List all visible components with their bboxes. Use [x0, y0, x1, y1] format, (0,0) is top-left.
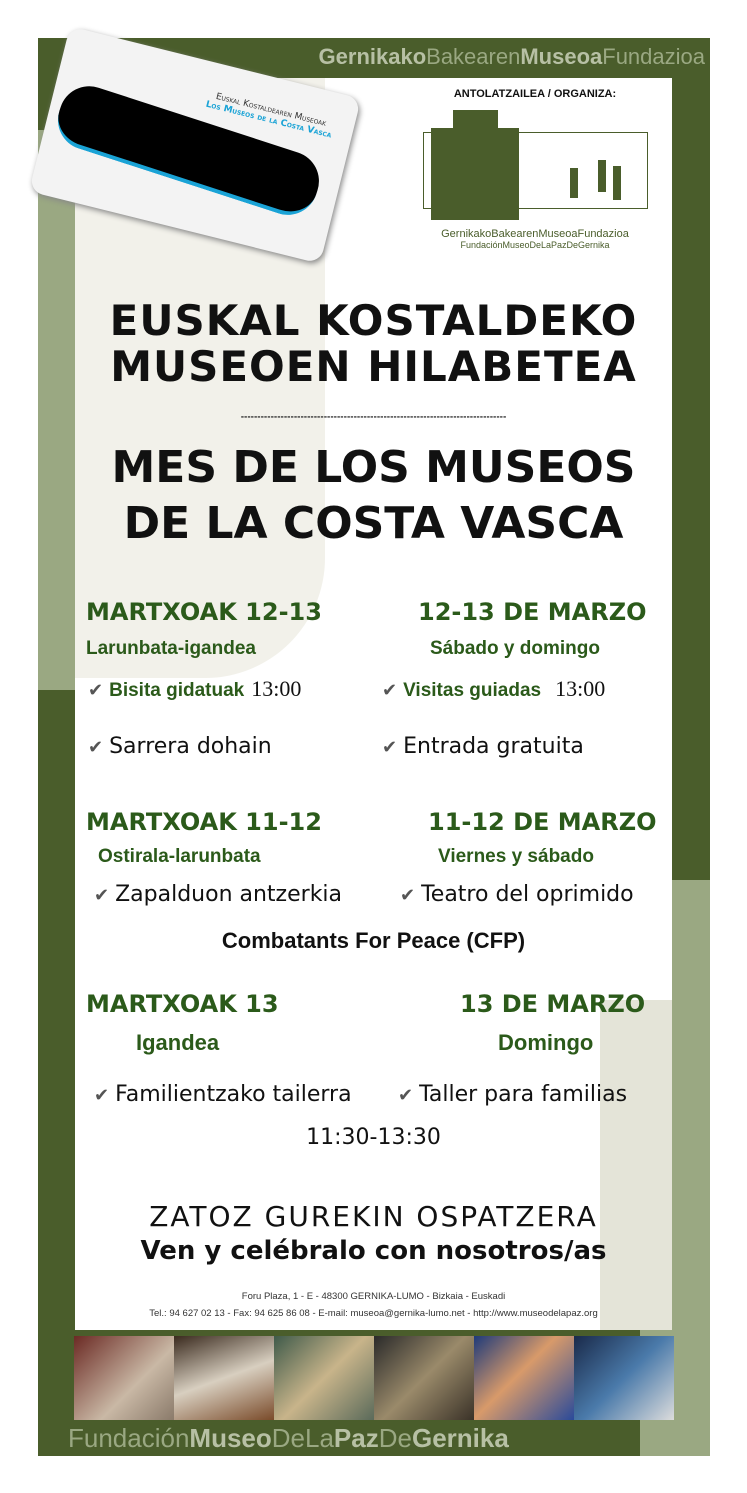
checkbox-check-icon: ✔	[382, 680, 398, 701]
event-day-es: Domingo	[498, 1030, 594, 1055]
event-day-es: Sábado y domingo	[430, 638, 600, 659]
photo	[374, 1336, 474, 1420]
event-day-eu: Ostirala-larunbata	[98, 846, 261, 867]
event-item: ✔ Familientzako tailerra	[94, 1082, 352, 1107]
event-date-eu: MARTXOAK 11-12	[86, 808, 322, 836]
title-line: MES DE LOS MUSEOS	[111, 442, 636, 493]
t: Paz	[333, 1423, 379, 1453]
contact-line: Tel.: 94 627 02 13 - Fax: 94 625 86 08 -…	[149, 1308, 598, 1319]
organizer-name-eu: GernikakoBakearenMuseoaFundazioa	[441, 228, 629, 240]
event-date-es: 13 DE MARZO	[460, 990, 646, 1018]
event-item: ✔ Visitas guiadas 13:00	[382, 676, 605, 702]
title-eu: EUSKAL KOSTALDEKO MUSEOEN HILABETEA	[75, 298, 672, 390]
checkbox-check-icon: ✔	[382, 737, 398, 758]
event-day-eu: Igandea	[136, 1030, 220, 1055]
item-label: Zapalduon antzerkia	[115, 882, 343, 907]
event-item: ✔ Bisita gidatuak 13:00	[88, 676, 301, 702]
organizer-label: ANTOLATZAILEA / ORGANIZA:	[453, 88, 617, 100]
title-es: MES DE LOS MUSEOS DE LA COSTA VASCA	[75, 440, 672, 552]
t: De	[378, 1423, 412, 1453]
event-item: ✔ Sarrera dohain	[88, 734, 272, 759]
t: Fundazioa	[602, 44, 705, 69]
title-divider: ----------------------------------------…	[240, 412, 507, 421]
item-label: Taller para familias	[419, 1082, 628, 1107]
photo	[574, 1336, 674, 1420]
event-note: Combatants For Peace (CFP)	[221, 928, 526, 953]
t: Museoa	[520, 44, 603, 69]
item-label: Teatro del oprimido	[421, 882, 634, 907]
t: Bakearen	[426, 44, 521, 69]
t: Museo	[189, 1423, 272, 1453]
checkbox-check-icon: ✔	[88, 737, 104, 758]
item-label: Sarrera dohain	[109, 734, 272, 759]
title-line: DE LA COSTA VASCA	[123, 498, 624, 549]
organizer-name-es: FundaciónMuseoDeLaPazDeGernika	[460, 240, 610, 250]
t: Gernika	[411, 1423, 509, 1453]
item-label: Familientzako tailerra	[115, 1082, 352, 1107]
address-line: Foru Plaza, 1 - E - 48300 GERNIKA-LUMO -…	[241, 1291, 506, 1302]
event-date-es: 12-13 DE MARZO	[418, 598, 647, 626]
item-label: Entrada gratuita	[403, 734, 584, 759]
event-item: ✔ Teatro del oprimido	[400, 882, 634, 907]
photo	[174, 1336, 274, 1420]
foundation-logo	[422, 110, 648, 220]
checkbox-check-icon: ✔	[398, 1085, 414, 1106]
t: Fundación	[68, 1423, 190, 1453]
item-time: 13:00	[555, 676, 606, 701]
event-item: ✔ Zapalduon antzerkia	[94, 882, 342, 907]
event-day-eu: Larunbata-igandea	[86, 638, 256, 659]
checkbox-check-icon: ✔	[94, 1085, 110, 1106]
event-date-es: 11-12 DE MARZO	[428, 808, 657, 836]
photo	[74, 1336, 174, 1420]
header-title: GernikakoBakearenMuseoaFundazioa	[319, 44, 705, 70]
checkbox-check-icon: ✔	[88, 680, 104, 701]
footer-title: FundaciónMuseoDeLaPazDeGernika	[68, 1423, 509, 1454]
title-line: MUSEOEN HILABETEA	[110, 342, 637, 391]
event-item: ✔ Entrada gratuita	[382, 734, 584, 759]
cta-es: Ven y celébralo con nosotros/as	[140, 1236, 607, 1266]
t: Gernikako	[318, 44, 427, 69]
cta-eu: ZATOZ GUREKIN OSPATZERA	[149, 1200, 598, 1233]
checkbox-check-icon: ✔	[400, 885, 416, 906]
photo	[474, 1336, 574, 1420]
coast-map-shape	[50, 78, 327, 223]
checkbox-check-icon: ✔	[94, 885, 110, 906]
t: DeLa	[271, 1423, 334, 1453]
photo	[274, 1336, 374, 1420]
address-block: Foru Plaza, 1 - E - 48300 GERNIKA-LUMO -…	[75, 1288, 672, 1322]
item-time: 13:00	[251, 676, 302, 701]
item-label: Bisita gidatuak	[109, 680, 245, 701]
event-day-es: Viernes y sábado	[438, 846, 594, 867]
title-line: EUSKAL KOSTALDEKO	[109, 296, 638, 345]
item-label: Visitas guiadas	[403, 680, 542, 701]
event-item: ✔ Taller para familias	[398, 1082, 627, 1107]
event-time: 11:30-13:30	[306, 1125, 441, 1150]
event-date-eu: MARTXOAK 13	[86, 990, 279, 1018]
organizer-block: ANTOLATZAILEA / ORGANIZA: GernikakoBakea…	[400, 88, 670, 250]
decor-shape	[600, 1000, 672, 1330]
event-date-eu: MARTXOAK 12-13	[86, 598, 322, 626]
museum-photo-strip	[74, 1336, 674, 1420]
